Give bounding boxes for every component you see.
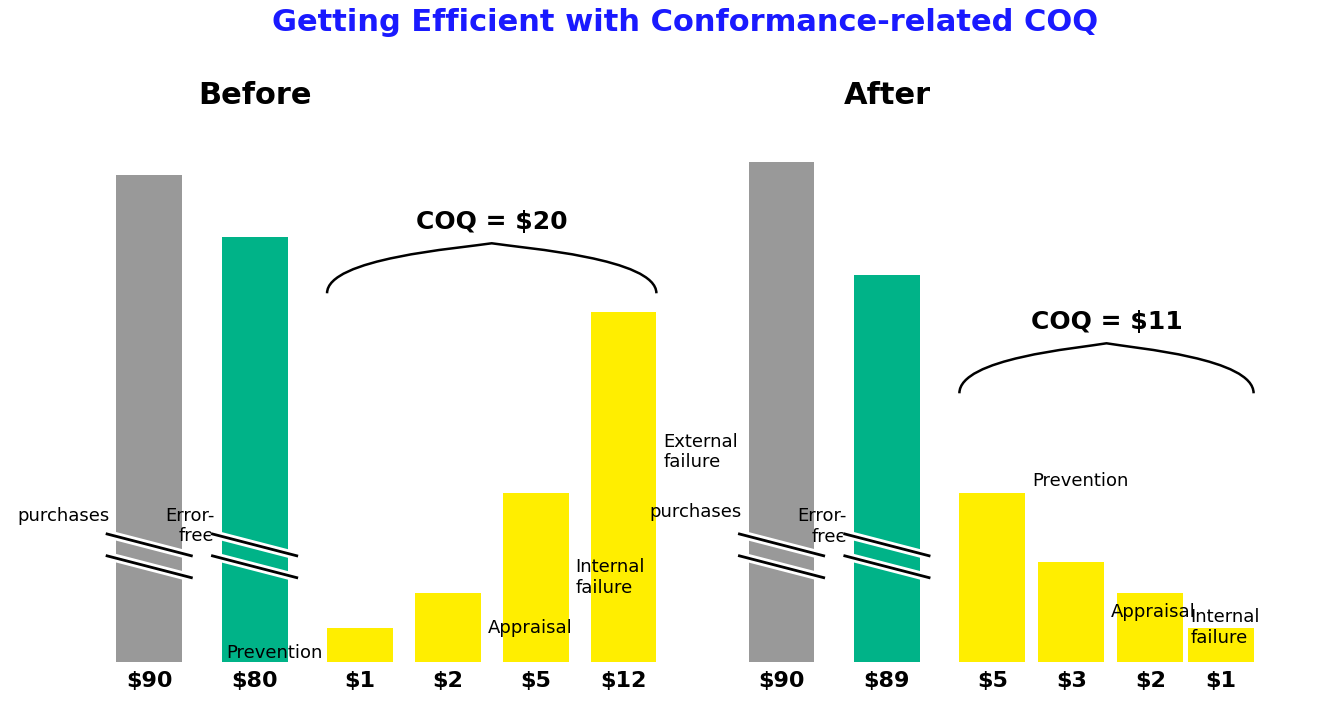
Bar: [116, 175, 182, 662]
Bar: [959, 493, 1026, 662]
Text: $2: $2: [1135, 672, 1166, 692]
Bar: [502, 493, 569, 662]
Text: After: After: [844, 81, 931, 110]
Bar: [1118, 594, 1184, 662]
Text: External
failure: External failure: [663, 432, 738, 471]
Bar: [749, 162, 814, 662]
Text: $90: $90: [758, 672, 805, 692]
Text: purchases: purchases: [17, 507, 110, 525]
Bar: [222, 237, 288, 662]
Text: Error-
free: Error- free: [798, 507, 848, 546]
Text: $2: $2: [432, 672, 463, 692]
Text: Appraisal: Appraisal: [487, 618, 573, 637]
Bar: [1188, 628, 1253, 662]
Text: $1: $1: [344, 672, 375, 692]
Text: Error-
free: Error- free: [165, 507, 214, 545]
Text: Prevention: Prevention: [1032, 472, 1129, 490]
Text: $80: $80: [232, 672, 279, 692]
Bar: [854, 275, 920, 662]
Text: Getting Efficient with Conformance-related COQ: Getting Efficient with Conformance-relat…: [272, 8, 1098, 37]
Bar: [590, 312, 656, 662]
Text: COQ = $20: COQ = $20: [416, 210, 568, 234]
Text: $90: $90: [126, 672, 173, 692]
Text: $5: $5: [520, 672, 552, 692]
Text: $89: $89: [864, 672, 911, 692]
Text: Internal
failure: Internal failure: [576, 558, 645, 597]
Text: $3: $3: [1056, 672, 1087, 692]
Bar: [327, 628, 392, 662]
Text: $5: $5: [977, 672, 1008, 692]
Text: Internal
failure: Internal failure: [1190, 608, 1260, 647]
Text: $12: $12: [600, 672, 647, 692]
Text: Appraisal: Appraisal: [1111, 603, 1196, 621]
Text: $1: $1: [1205, 672, 1236, 692]
Text: Before: Before: [198, 81, 312, 110]
Text: purchases: purchases: [649, 503, 742, 521]
Bar: [415, 594, 481, 662]
Bar: [1039, 562, 1105, 662]
Text: Prevention: Prevention: [226, 644, 323, 662]
Text: COQ = $11: COQ = $11: [1031, 310, 1182, 334]
